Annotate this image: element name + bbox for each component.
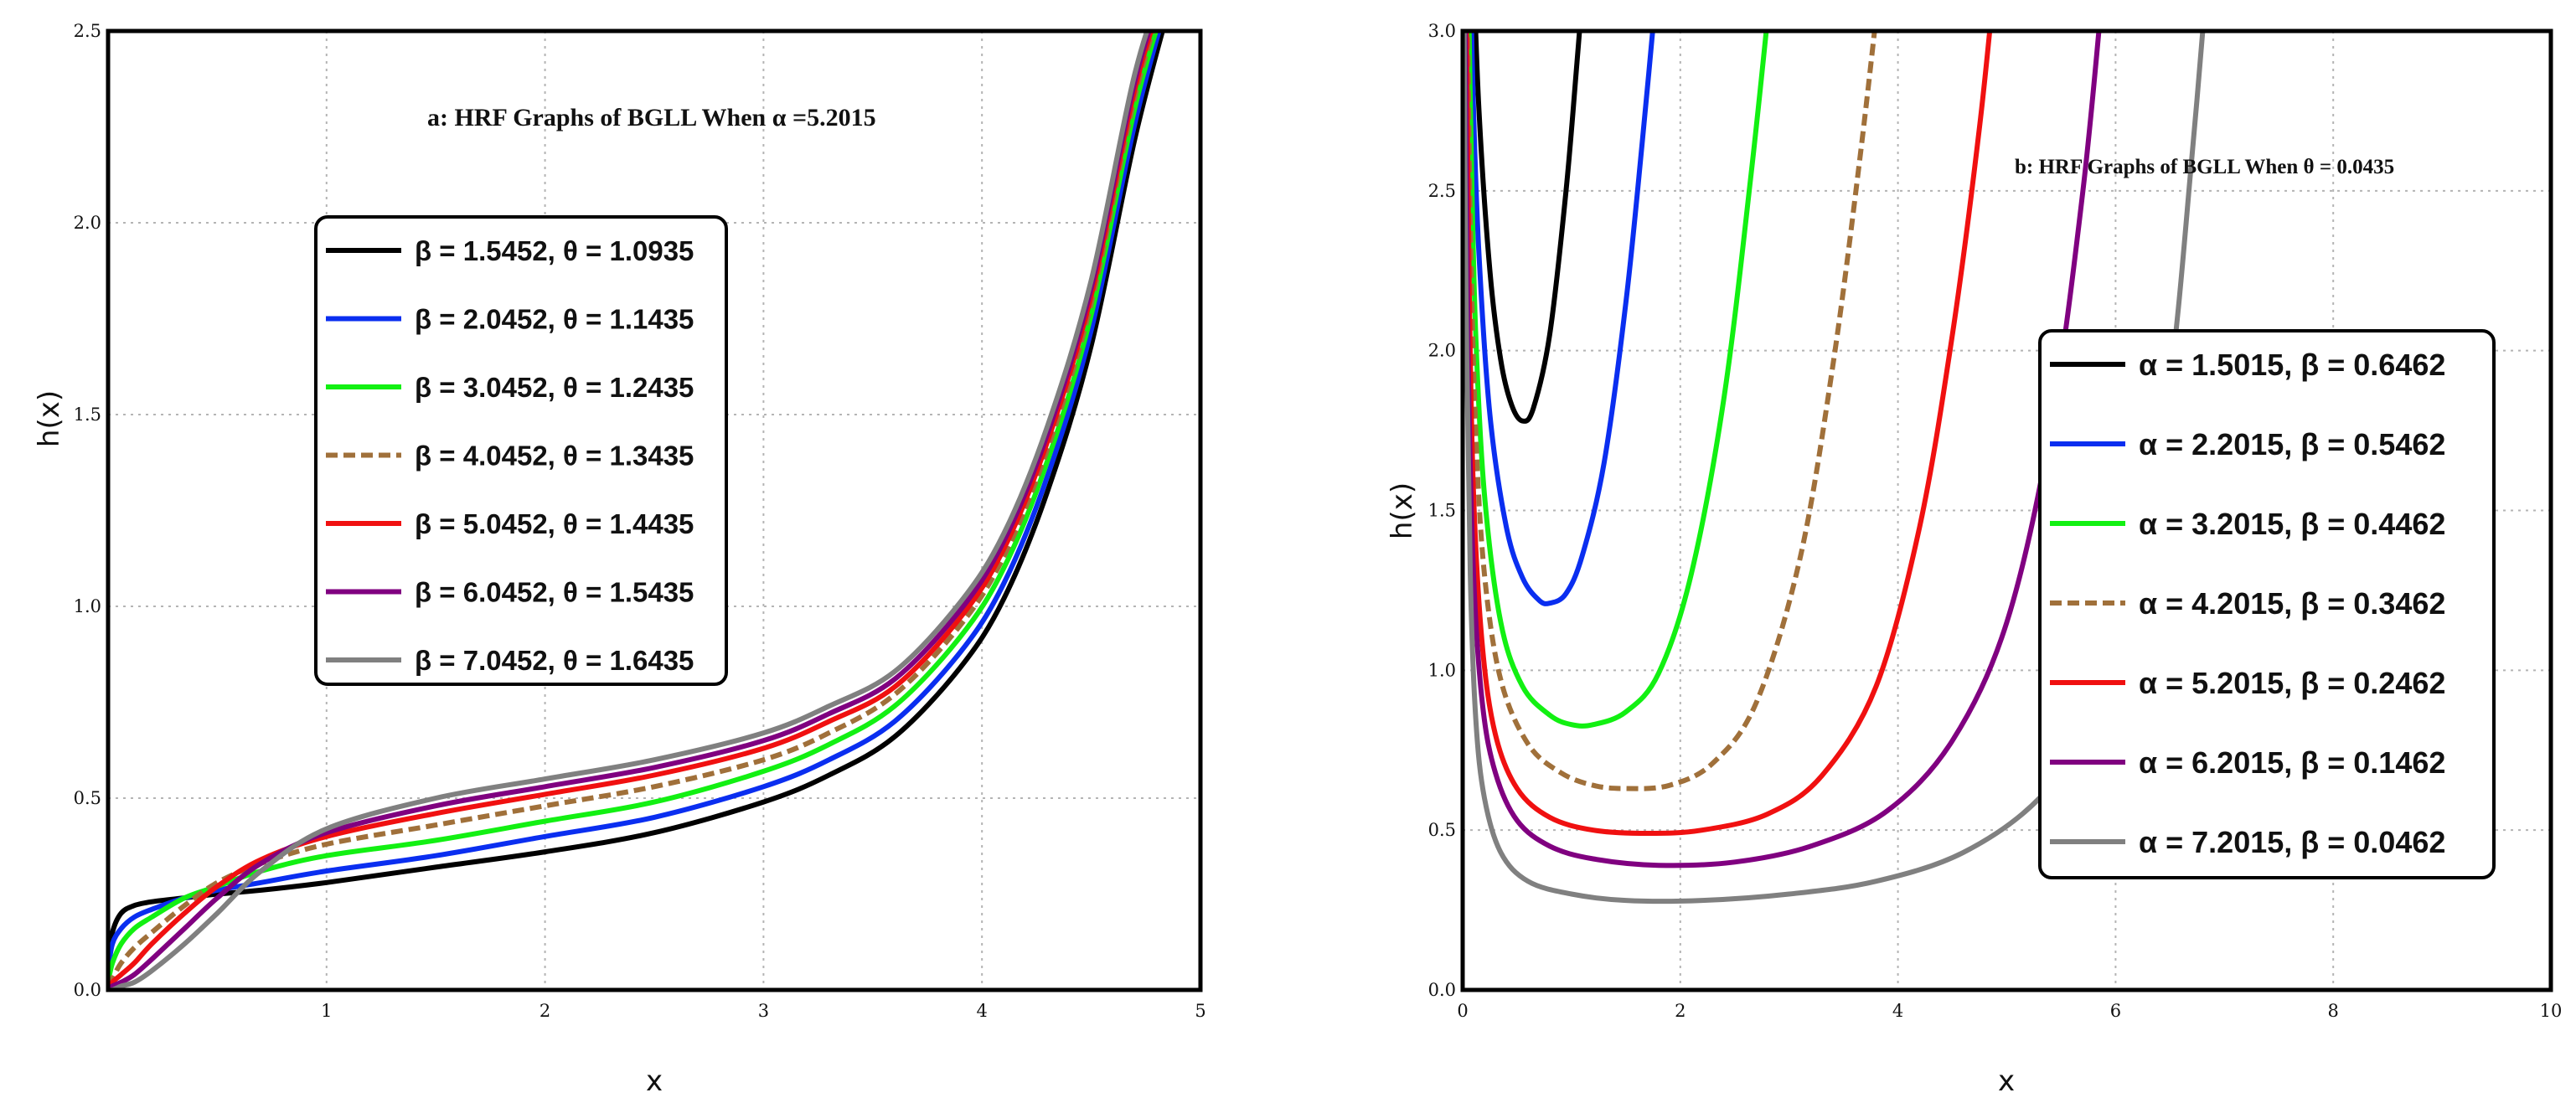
y-tick-label: 1.5 — [74, 405, 101, 425]
series-lines — [108, 31, 1165, 990]
tick-labels: 1 2 3 4 5 0.0 0.5 1.0 1.5 2.0 2.5 — [74, 21, 1206, 1021]
legend-label: β = 2.0452, θ = 1.1435 — [415, 303, 694, 334]
x-tick-label: 8 — [2328, 1001, 2339, 1021]
y-axis-label: h(x) — [33, 390, 66, 447]
series-lines — [1463, 31, 2206, 905]
legend-label: α = 1.5015, β = 0.6462 — [2139, 348, 2445, 382]
x-tick-label: 10 — [2540, 1001, 2563, 1021]
x-tick-label: 4 — [1892, 1001, 1903, 1021]
series-line-4 — [108, 31, 1156, 987]
plot-frame — [1460, 28, 2553, 992]
y-tick-label: 1.0 — [1428, 660, 1456, 680]
x-tick-label: 5 — [1195, 1001, 1205, 1021]
legend-label: α = 5.2015, β = 0.2462 — [2139, 666, 2445, 700]
x-tick-label: 6 — [2110, 1001, 2121, 1021]
x-tick-label: 2 — [539, 1001, 550, 1021]
tick-labels: 0 2 4 6 8 10 0.0 0.5 1.0 1.5 2.0 2.5 3.0 — [1428, 21, 2563, 1021]
panel-a: 1 2 3 4 5 0.0 0.5 1.0 1.5 2.0 2.5 a: HRF Graphs of… — [33, 21, 1206, 1098]
series-line-4 — [1465, 31, 1877, 791]
series-line-5 — [1464, 31, 1993, 836]
x-axis-label: x — [646, 1064, 663, 1098]
y-tick-label: 2.5 — [1428, 181, 1456, 201]
legend-label: α = 7.2015, β = 0.0462 — [2139, 825, 2445, 859]
y-tick-label: 1.0 — [74, 596, 101, 616]
legend-label: α = 3.2015, β = 0.4462 — [2139, 507, 2445, 541]
x-tick-label: 0 — [1457, 1001, 1468, 1021]
series-line-6 — [1463, 31, 2102, 868]
x-tick-label: 4 — [977, 1001, 988, 1021]
x-tick-label: 3 — [758, 1001, 769, 1021]
series-line-7 — [108, 31, 1150, 990]
y-tick-label: 3.0 — [1428, 21, 1456, 41]
series-line-1 — [1473, 31, 1582, 424]
legend-label: β = 5.0452, θ = 1.4435 — [415, 508, 694, 539]
y-tick-label: 0.5 — [1428, 820, 1456, 840]
panel-b: 0 2 4 6 8 10 0.0 0.5 1.0 1.5 2.0 2.5 3.0 b: HRF Grap… — [1386, 21, 2563, 1098]
series-line-2 — [1469, 31, 1655, 606]
chart-title: b: HRF Graphs of BGLL When θ = 0.0435 — [2015, 156, 2394, 178]
legend-label: α = 6.2015, β = 0.1462 — [2139, 745, 2445, 780]
series-line-2 — [108, 31, 1162, 972]
y-axis-label: h(x) — [1386, 482, 1419, 539]
y-tick-label: 0.5 — [74, 788, 101, 808]
y-tick-label: 2.5 — [74, 21, 101, 41]
legend: β = 1.5452, θ = 1.0935 β = 2.0452, θ = 1.… — [314, 215, 728, 686]
y-tick-label: 2.0 — [1428, 341, 1456, 361]
series-line-3 — [108, 31, 1159, 983]
legend-label: β = 3.0452, θ = 1.2435 — [415, 372, 694, 403]
series-line-3 — [1466, 31, 1769, 729]
legend-box — [314, 215, 728, 686]
chart-title: a: HRF Graphs of BGLL When α =5.2015 — [427, 104, 876, 131]
legend-label: α = 4.2015, β = 0.3462 — [2139, 586, 2445, 621]
x-tick-label: 1 — [321, 1001, 332, 1021]
y-tick-label: 2.0 — [74, 213, 101, 233]
legend-label: β = 7.0452, θ = 1.6435 — [415, 645, 694, 676]
legend: α = 1.5015, β = 0.6462 α = 2.2015, β = 0.… — [2038, 329, 2496, 879]
legend-label: β = 1.5452, θ = 1.0935 — [415, 235, 694, 266]
x-tick-label: 2 — [1675, 1001, 1685, 1021]
series-line-1 — [108, 31, 1165, 964]
x-axis-label: x — [1998, 1064, 2015, 1098]
y-tick-label: 1.5 — [1428, 501, 1456, 521]
legend-box — [2038, 329, 2496, 879]
y-tick-label: 0.0 — [1428, 980, 1456, 1000]
y-tick-label: 0.0 — [74, 980, 101, 1000]
plot-frame — [106, 28, 1203, 992]
legend-label: β = 6.0452, θ = 1.5435 — [415, 576, 694, 607]
legend-label: α = 2.2015, β = 0.5462 — [2139, 427, 2445, 461]
legend-label: β = 4.0452, θ = 1.3435 — [415, 440, 694, 471]
